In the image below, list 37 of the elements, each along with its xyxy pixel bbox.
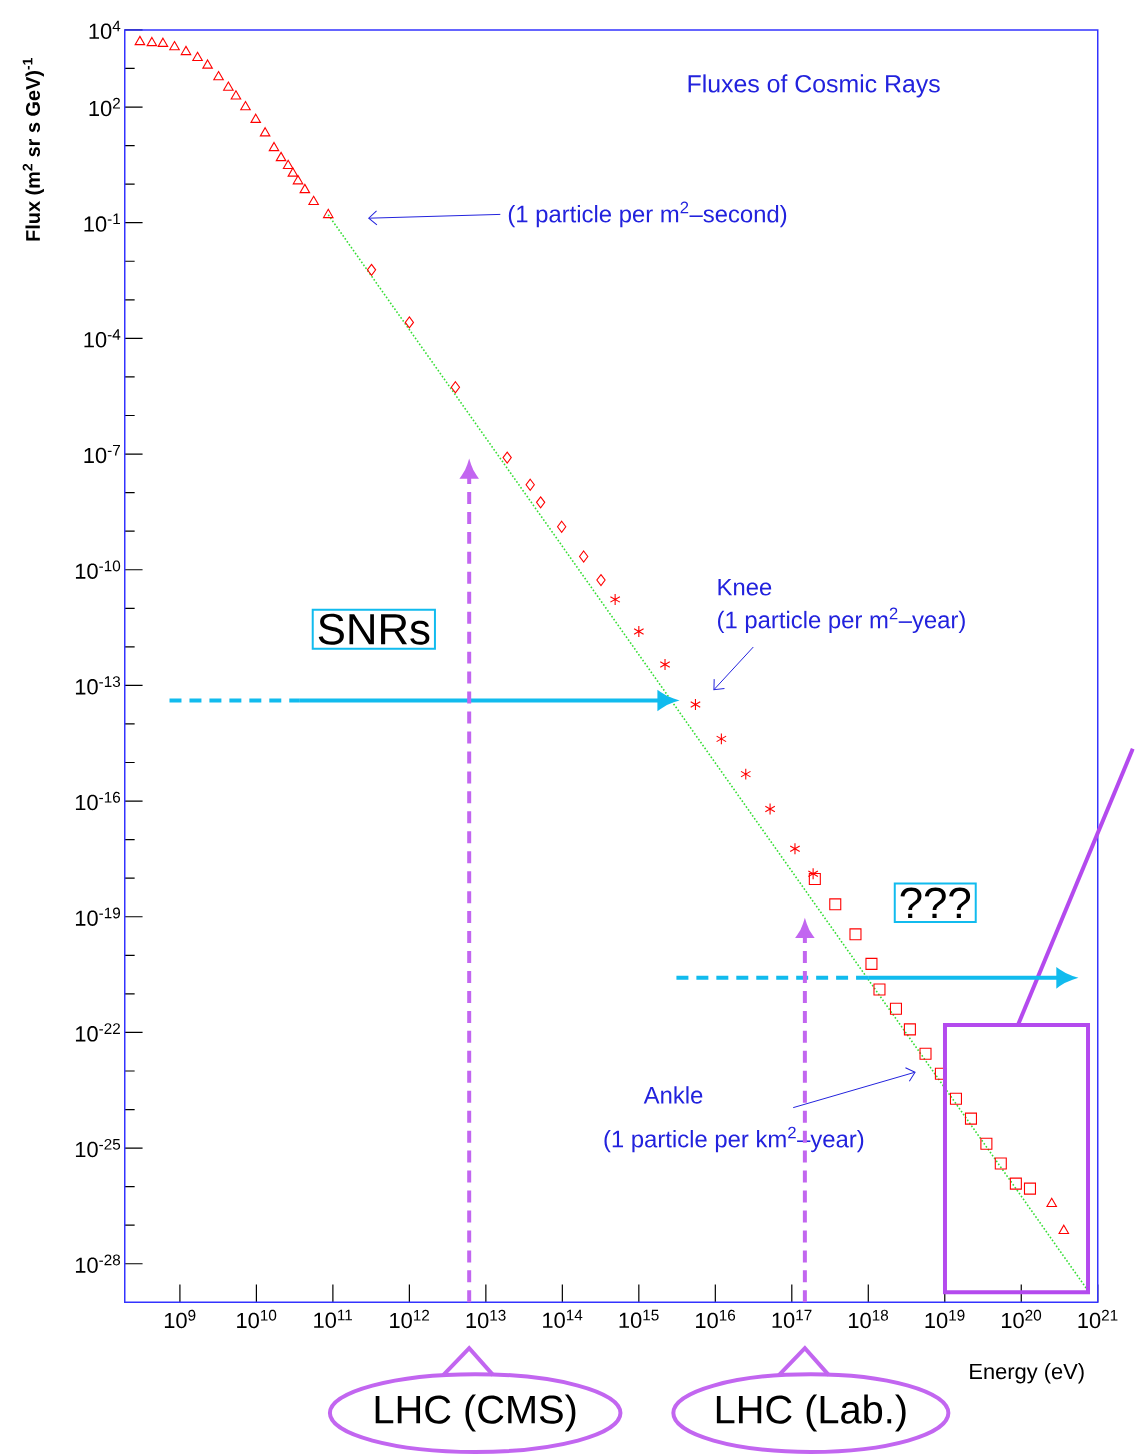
y-axis-title: Flux (m$^{2}$ sr s GeV)$^{-1}$ xyxy=(22,58,45,241)
y-tick-label: 10$^{-10}$ xyxy=(76,560,121,579)
x-axis-title: Energy (eV) xyxy=(970,1363,1084,1384)
x-tick-label: 10$^{14}$ xyxy=(543,1309,583,1329)
annotation: ??? xyxy=(900,887,971,919)
x-tick-label: 10$^{18}$ xyxy=(849,1309,889,1329)
y-tick-label: 10$^{-19}$ xyxy=(76,907,121,926)
annotation: (1 particle per m$^{2}$–second) xyxy=(508,201,787,228)
text: LHC (CMS) xyxy=(375,1394,576,1432)
y-tick-label: 10$^{-4}$ xyxy=(84,329,121,348)
y-tick-label: 10$^{4}$ xyxy=(89,20,121,40)
x-tick-label: 10$^{16}$ xyxy=(696,1309,736,1329)
annotation: (1 particle per km$^{2}$–year) xyxy=(604,1126,864,1153)
y-tick-label: 10$^{-13}$ xyxy=(76,676,121,695)
x-tick-label: 10$^{20}$ xyxy=(1002,1309,1042,1329)
y-tick-label: 10$^{2}$ xyxy=(89,97,121,117)
annotation: (1 particle per m$^{2}$–year) xyxy=(718,607,965,634)
x-tick-label: 10$^{13}$ xyxy=(466,1309,506,1329)
x-tick-label: 10$^{17}$ xyxy=(772,1309,812,1329)
x-tick-label: 10$^{12}$ xyxy=(390,1309,430,1329)
annotation: Ankle xyxy=(643,1086,703,1104)
y-tick-label: 10$^{-28}$ xyxy=(76,1254,121,1273)
y-tick-label: 10$^{-25}$ xyxy=(76,1138,121,1158)
text: Fluxes of Cosmic Rays xyxy=(688,74,940,98)
x-tick-label: 10$^{15}$ xyxy=(619,1309,659,1329)
x-tick-label: 10$^{19}$ xyxy=(925,1309,965,1329)
x-tick-label: 10$^{9}$ xyxy=(165,1309,196,1329)
y-tick-label: 10$^{-1}$ xyxy=(84,213,121,232)
annotation: SNRs xyxy=(318,613,430,645)
annotation: Knee xyxy=(718,578,772,596)
x-tick-label: 10$^{21}$ xyxy=(1078,1309,1118,1329)
x-tick-label: 10$^{10}$ xyxy=(237,1309,277,1329)
y-tick-label: 10$^{-7}$ xyxy=(84,444,121,464)
x-tick-label: 10$^{11}$ xyxy=(314,1309,353,1329)
y-tick-label: 10$^{-22}$ xyxy=(76,1023,121,1042)
y-tick-label: 10$^{-16}$ xyxy=(76,791,121,811)
text: LHC (Lab.) xyxy=(717,1394,906,1432)
